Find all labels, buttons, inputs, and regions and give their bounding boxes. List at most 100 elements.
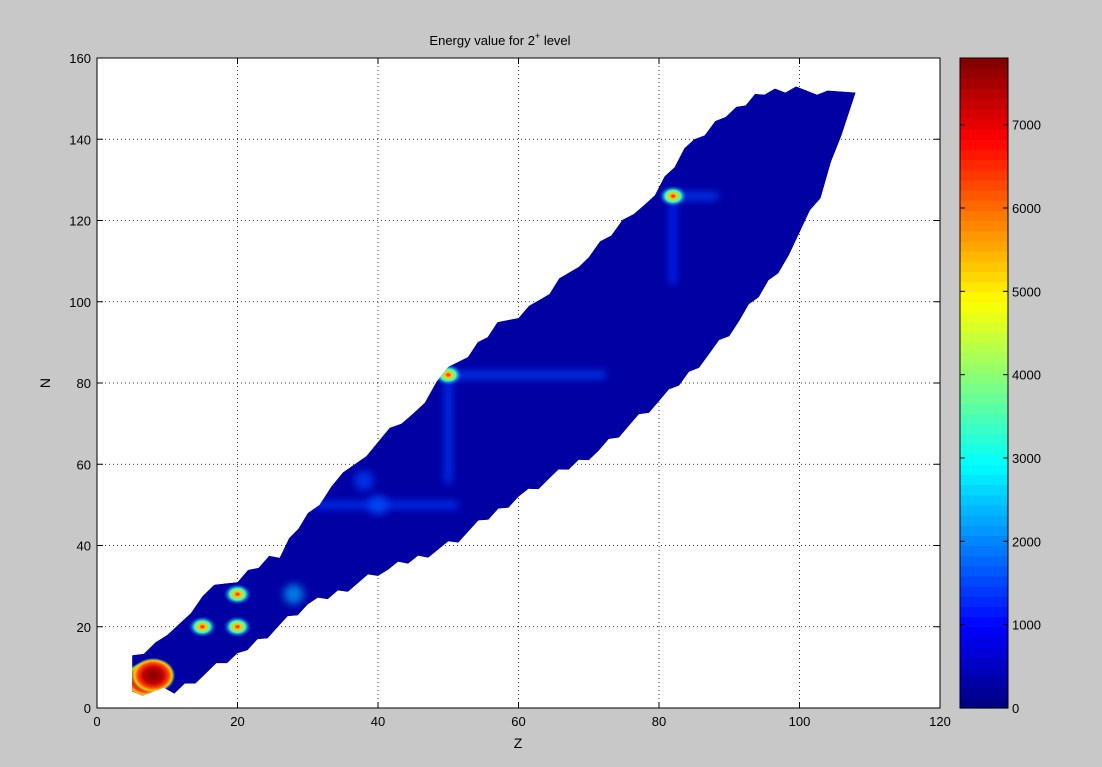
- colorbar-swatch: [960, 413, 1008, 425]
- heatmap-hotspot: [368, 494, 388, 515]
- y-tick-label: 80: [77, 376, 91, 391]
- colorbar-swatch: [960, 504, 1008, 516]
- chart-title: Energy value for 2+ level: [429, 31, 570, 48]
- colorbar-swatch: [960, 301, 1008, 313]
- x-tick-label: 0: [93, 714, 100, 729]
- colorbar-swatch: [960, 322, 1008, 333]
- colorbar-swatch: [960, 332, 1008, 343]
- colorbar-swatch: [960, 535, 1008, 547]
- colorbar-swatch: [960, 667, 1008, 679]
- y-tick-label: 0: [84, 701, 91, 716]
- colorbar-swatch: [960, 271, 1008, 283]
- heatmap-hotspot: [132, 657, 176, 694]
- y-tick-label: 140: [69, 132, 91, 147]
- colorbar-swatch: [960, 606, 1008, 618]
- colorbar-swatch: [960, 352, 1008, 364]
- colorbar-swatch: [960, 230, 1008, 242]
- colorbar-tick-label: 3000: [1012, 451, 1041, 466]
- colorbar-swatch: [960, 565, 1008, 577]
- colorbar-swatch: [960, 179, 1008, 191]
- x-tick-label: 100: [789, 714, 811, 729]
- heatmap-region: [132, 86, 856, 696]
- colorbar-tick-label: 6000: [1012, 201, 1041, 216]
- heatmap-hotspot: [353, 470, 374, 491]
- colorbar-swatch: [960, 616, 1008, 628]
- y-tick-label: 20: [77, 620, 91, 635]
- heatmap-hotspot: [223, 583, 252, 605]
- y-tick-label: 40: [77, 539, 91, 554]
- colorbar-swatch: [960, 78, 1008, 90]
- colorbar-swatch: [960, 657, 1008, 668]
- colorbar-swatch: [960, 687, 1008, 699]
- colorbar-swatch: [960, 586, 1008, 597]
- colorbar-swatch: [960, 464, 1008, 476]
- colorbar-swatch: [960, 220, 1008, 232]
- colorbar-swatch: [960, 250, 1008, 262]
- colorbar-swatch: [960, 433, 1008, 445]
- colorbar-swatch: [960, 484, 1008, 496]
- y-axis-label: N: [37, 378, 53, 388]
- x-axis-label: Z: [514, 735, 523, 751]
- y-tick-label: 160: [69, 51, 91, 66]
- hotspot-layer: [132, 185, 688, 696]
- x-tick-label: 120: [929, 714, 951, 729]
- colorbar-swatch: [960, 393, 1008, 404]
- x-tick-label: 20: [230, 714, 244, 729]
- chart-title-superscript: +: [535, 31, 540, 41]
- colorbar-swatch: [960, 149, 1008, 161]
- colorbar-swatch: [960, 403, 1008, 415]
- colorbar-tick-label: 4000: [1012, 368, 1041, 383]
- colorbar-swatch: [960, 159, 1008, 171]
- heatmap-hotspot: [283, 584, 304, 605]
- colorbar-swatch: [960, 454, 1008, 465]
- colorbar-tick-label: 1000: [1012, 618, 1041, 633]
- colorbar-swatch: [960, 697, 1008, 709]
- colorbar-swatch: [960, 515, 1008, 526]
- y-tick-label: 120: [69, 214, 91, 229]
- x-tick-label: 80: [652, 714, 666, 729]
- colorbar-swatch: [960, 118, 1008, 130]
- heatmap-hotspot: [659, 185, 688, 207]
- chart-title-suffix: level: [540, 33, 570, 48]
- colorbar-swatch: [960, 261, 1008, 272]
- colorbar-swatch: [960, 626, 1008, 638]
- colorbar-swatch: [960, 545, 1008, 557]
- colorbar-swatch: [960, 636, 1008, 648]
- colorbar-swatch: [960, 555, 1008, 567]
- heatmap-hotspot: [223, 616, 252, 638]
- colorbar-swatch: [960, 596, 1008, 608]
- colorbar-swatch: [960, 139, 1008, 151]
- colorbar-swatch: [960, 68, 1008, 79]
- colorbar-swatch: [960, 647, 1008, 658]
- colorbar-tick-label: 2000: [1012, 534, 1041, 549]
- colorbar-swatch: [960, 423, 1008, 435]
- colorbar-swatch: [960, 129, 1008, 140]
- colorbar-frame: [959, 57, 1009, 709]
- heatmap-hotspot: [188, 616, 217, 638]
- colorbar-swatch: [960, 383, 1008, 394]
- colorbar-swatch: [960, 474, 1008, 486]
- colorbar-swatch: [960, 311, 1008, 323]
- colorbar-tick-label: 5000: [1012, 284, 1041, 299]
- colorbar-swatch: [960, 98, 1008, 110]
- colorbar-swatch: [960, 494, 1008, 506]
- colorbar-swatch: [960, 281, 1008, 293]
- colorbar-swatch: [960, 362, 1008, 374]
- chart-title-main: Energy value for 2: [429, 33, 535, 48]
- colorbar: 0 1000 2000 3000 4000 5000 6000 7000: [959, 57, 1041, 716]
- colorbar-swatch: [960, 291, 1008, 303]
- colorbar-tick-label: 0: [1012, 701, 1019, 716]
- colorbar-swatch: [960, 372, 1008, 384]
- colorbar-swatch: [960, 342, 1008, 354]
- colorbar-swatch: [960, 169, 1008, 181]
- x-tick-label: 60: [511, 714, 525, 729]
- colorbar-swatch: [960, 575, 1008, 587]
- colorbar-swatch: [960, 210, 1008, 222]
- colorbar-swatch: [960, 88, 1008, 100]
- colorbar-tick-label: 7000: [1012, 118, 1041, 133]
- colorbar-swatch: [960, 190, 1008, 201]
- x-axis: 0 20 40 60 80 100 120: [93, 58, 951, 729]
- y-tick-label: 60: [77, 457, 91, 472]
- colorbar-swatch: [960, 240, 1008, 252]
